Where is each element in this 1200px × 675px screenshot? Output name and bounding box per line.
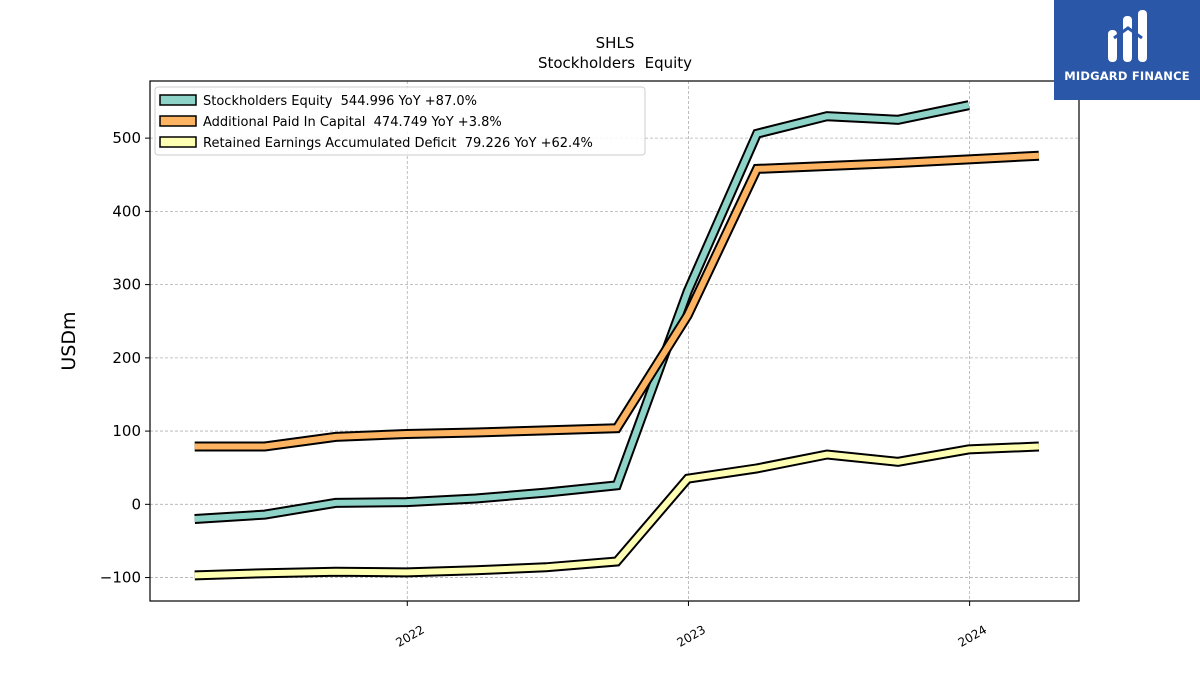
data-point bbox=[406, 502, 407, 503]
series-line-outline bbox=[194, 441, 1040, 581]
y-axis-label: USDm bbox=[58, 311, 80, 370]
data-point bbox=[827, 166, 828, 167]
midgard-logo-icon bbox=[1108, 10, 1147, 62]
data-point bbox=[687, 315, 688, 316]
data-point bbox=[475, 570, 476, 571]
data-point bbox=[757, 168, 758, 169]
data-point bbox=[264, 573, 265, 574]
data-point bbox=[616, 561, 617, 562]
data-point bbox=[335, 436, 336, 437]
data-point bbox=[827, 116, 828, 117]
data-point bbox=[335, 571, 336, 572]
data-point bbox=[616, 428, 617, 429]
series-line bbox=[194, 443, 1040, 579]
brand-name: MIDGARD FINANCE bbox=[1064, 69, 1190, 83]
series-3 bbox=[194, 441, 1040, 581]
y-tick-label: 500 bbox=[112, 129, 141, 147]
data-point bbox=[194, 575, 195, 576]
data-point bbox=[757, 468, 758, 469]
data-point bbox=[968, 159, 969, 160]
y-axis-ticks: −100 0 100 200 300 400 500 bbox=[100, 129, 150, 587]
legend-entry: Additional Paid In Capital 474.749 YoY +… bbox=[203, 115, 502, 130]
x-tick-label: 2022 bbox=[393, 622, 426, 649]
legend: Stockholders Equity 544.996 YoY +87.0% Ad… bbox=[154, 86, 646, 156]
y-tick-label: −100 bbox=[100, 569, 141, 587]
data-point bbox=[335, 502, 336, 503]
data-point bbox=[898, 119, 899, 120]
data-point bbox=[687, 291, 688, 292]
y-tick-label: 100 bbox=[112, 422, 141, 440]
brand-logo: MIDGARD FINANCE bbox=[1054, 0, 1200, 100]
y-tick-label: 0 bbox=[131, 495, 141, 513]
chart-subtitle: Stockholders Equity bbox=[538, 54, 692, 72]
data-point bbox=[1038, 446, 1039, 447]
data-point bbox=[545, 430, 546, 431]
series-2 bbox=[194, 150, 1040, 452]
legend-swatch bbox=[159, 136, 197, 148]
data-point bbox=[1038, 155, 1039, 156]
legend-entry: Retained Earnings Accumulated Deficit 79… bbox=[203, 136, 593, 151]
series-lines bbox=[194, 100, 1040, 581]
y-tick-label: 300 bbox=[112, 276, 141, 294]
data-point bbox=[968, 449, 969, 450]
data-point bbox=[545, 567, 546, 568]
legend-entry: Stockholders Equity 544.996 YoY +87.0% bbox=[203, 94, 477, 109]
data-point bbox=[475, 498, 476, 499]
data-point bbox=[194, 446, 195, 447]
data-point bbox=[757, 133, 758, 134]
series-line bbox=[194, 102, 970, 522]
data-point bbox=[406, 434, 407, 435]
data-point bbox=[898, 461, 899, 462]
legend-swatch bbox=[159, 115, 197, 127]
data-point bbox=[406, 572, 407, 573]
data-point bbox=[545, 492, 546, 493]
x-axis-ticks: 2022 2023 2024 bbox=[393, 601, 989, 650]
x-tick-label: 2023 bbox=[674, 622, 707, 649]
chart-title: SHLS bbox=[596, 34, 635, 52]
series-line-outline bbox=[194, 150, 1040, 452]
series-1 bbox=[194, 100, 970, 524]
legend-swatch bbox=[159, 94, 197, 106]
x-tick-label: 2024 bbox=[956, 622, 989, 649]
grid-lines bbox=[150, 81, 1079, 601]
data-point bbox=[264, 514, 265, 515]
legend-box bbox=[154, 86, 646, 156]
y-tick-label: 200 bbox=[112, 349, 141, 367]
data-point bbox=[616, 485, 617, 486]
data-point bbox=[898, 163, 899, 164]
data-point bbox=[475, 432, 476, 433]
data-point bbox=[687, 478, 688, 479]
y-tick-label: 400 bbox=[112, 202, 141, 220]
data-point bbox=[194, 519, 195, 520]
data-point bbox=[827, 454, 828, 455]
plot-frame bbox=[149, 80, 1080, 602]
data-point bbox=[968, 105, 969, 106]
series-line bbox=[194, 152, 1040, 450]
data-point bbox=[264, 446, 265, 447]
